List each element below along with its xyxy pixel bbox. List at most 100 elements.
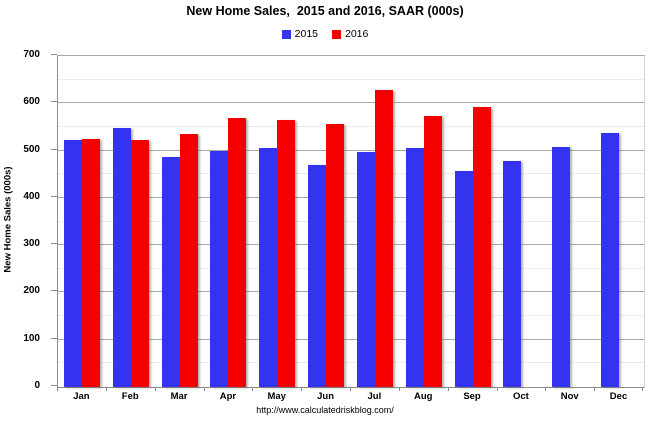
x-tick-mark-1 [105, 387, 107, 391]
bar-2015-feb [112, 127, 131, 387]
y-tick-label-400: 400 [23, 190, 40, 202]
legend-label-2015: 2015 [294, 28, 318, 40]
gridline-650 [58, 78, 644, 80]
bar-2015-may [259, 148, 278, 387]
gridline-150 [58, 315, 644, 317]
x-axis-tick-labels: Jan Feb Mar Apr May Jun Jul Aug Sep Oct Nov Dec [57, 391, 643, 402]
source-url: http://www.calculatedriskblog.com/ [256, 405, 394, 415]
bar-2016-jun [326, 123, 345, 387]
x-tick-mark-7 [398, 387, 400, 391]
bar-2015-jul [356, 152, 375, 387]
x-tick-label-aug: Aug [413, 391, 433, 402]
gridline-500 [58, 149, 644, 151]
bar-group-mar [156, 56, 205, 387]
x-tick-label-may: May [267, 391, 286, 402]
gridline-450 [58, 173, 644, 175]
x-tick-mark-4 [252, 387, 254, 391]
x-tick-mark-0 [57, 387, 58, 391]
y-tick-mark-100 [51, 337, 57, 339]
bar-group-apr [204, 56, 253, 387]
bar-group-aug [400, 56, 449, 387]
bar-group-nov [546, 56, 595, 387]
legend-swatch-2015 [281, 29, 291, 39]
x-tick-mark-12 [642, 387, 643, 391]
x-tick-mark-10 [545, 387, 547, 391]
y-tick-label-500: 500 [23, 143, 40, 155]
x-axis-tick-marks [57, 387, 643, 391]
gridline-350 [58, 220, 644, 222]
x-tick-label-sep: Sep [463, 391, 481, 402]
bar-2015-mar [161, 156, 180, 387]
gridline-250 [58, 267, 644, 269]
legend-label-2016: 2016 [345, 28, 369, 40]
y-tick-mark-600 [51, 101, 57, 103]
bar-2016-aug [423, 115, 442, 387]
legend-item-2016: 2016 [332, 28, 368, 40]
bar-group-jun [302, 56, 351, 387]
bar-2015-nov [552, 147, 571, 387]
x-tick-label-feb: Feb [121, 391, 139, 402]
bar-groups [58, 56, 644, 387]
y-tick-label-100: 100 [23, 332, 40, 344]
bar-2016-mar [179, 133, 198, 387]
x-tick-label-jul: Jul [367, 391, 382, 402]
bar-group-may [253, 56, 302, 387]
x-tick-label-oct: Oct [512, 391, 529, 402]
bar-2015-dec [601, 133, 620, 387]
bar-2015-jan [64, 140, 82, 387]
gridline-50 [58, 362, 644, 364]
y-tick-mark-300 [51, 243, 57, 245]
bar-group-sep [449, 56, 498, 387]
x-tick-label-dec: Dec [609, 391, 628, 402]
y-tick-label-700: 700 [23, 49, 40, 60]
bar-2015-sep [454, 170, 473, 387]
y-tick-label-600: 600 [23, 96, 40, 108]
y-tick-mark-0 [51, 385, 57, 386]
legend-swatch-2016 [332, 29, 341, 39]
legend: 2015 2016 [0, 28, 650, 40]
x-tick-label-jan: Jan [73, 391, 90, 402]
x-tick-mark-11 [594, 387, 596, 391]
bar-group-jul [351, 56, 400, 387]
bar-group-dec [595, 56, 644, 387]
bar-2016-apr [228, 117, 247, 387]
plot-area [57, 55, 645, 388]
x-tick-mark-8 [447, 387, 449, 391]
y-tick-mark-500 [51, 148, 57, 150]
y-axis-tick-labels: 0 100 200 300 400 500 600 700 [0, 50, 48, 391]
bar-2016-sep [472, 107, 491, 387]
gridline-600 [58, 102, 644, 104]
y-axis-tick-marks [51, 54, 57, 386]
y-tick-mark-700 [51, 54, 57, 55]
x-tick-mark-9 [496, 387, 498, 391]
x-tick-mark-5 [301, 387, 303, 391]
x-tick-mark-6 [350, 387, 351, 391]
bar-2015-aug [405, 148, 424, 387]
chart-title: New Home Sales, 2015 and 2016, SAAR (000… [186, 4, 464, 18]
bar-2015-jun [308, 164, 327, 387]
gridline-300 [58, 244, 644, 246]
bar-2016-jul [374, 89, 393, 387]
x-tick-label-apr: Apr [219, 391, 237, 402]
bar-group-oct [497, 56, 546, 387]
bar-2015-apr [210, 150, 229, 387]
gridline-400 [58, 196, 644, 198]
bar-2016-may [277, 119, 296, 387]
gridline-100 [58, 338, 644, 340]
x-tick-mark-3 [203, 387, 205, 391]
bar-2016-jan [82, 138, 100, 387]
x-tick-label-jun: Jun [317, 391, 334, 402]
x-tick-label-nov: Nov [560, 391, 579, 402]
bar-group-feb [107, 56, 156, 387]
bar-2016-feb [130, 139, 149, 387]
y-tick-mark-200 [51, 290, 57, 292]
legend-item-2015: 2015 [281, 28, 318, 40]
bar-group-jan [58, 56, 107, 387]
gridline-550 [58, 125, 644, 127]
gridline-200 [58, 291, 644, 293]
x-tick-label-mar: Mar [170, 391, 188, 402]
y-tick-label-200: 200 [23, 285, 40, 297]
bar-2015-oct [503, 161, 522, 387]
y-tick-label-0: 0 [34, 380, 40, 391]
